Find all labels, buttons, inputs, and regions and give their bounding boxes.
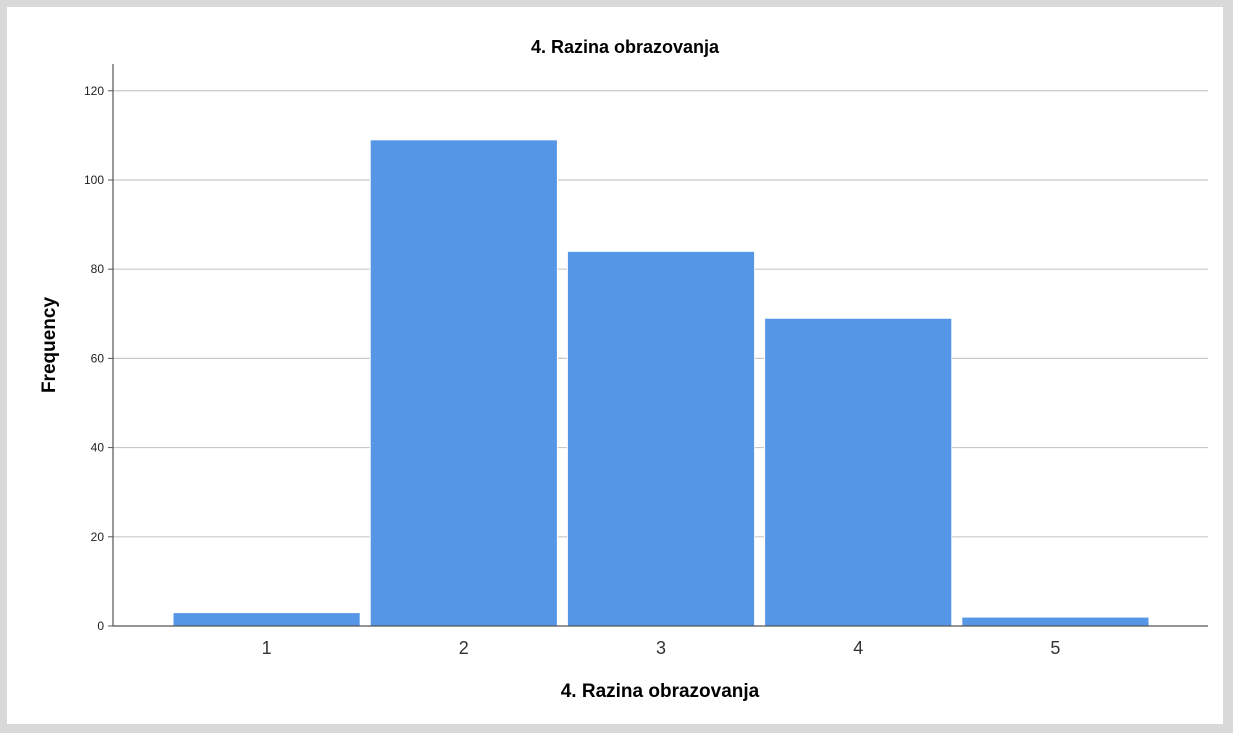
- bar-4: [764, 317, 953, 627]
- gridlines: [113, 90, 1208, 538]
- x-tick-label: 4: [853, 638, 863, 658]
- x-tick-label: 5: [1050, 638, 1060, 658]
- bar-5: [961, 616, 1150, 627]
- bar-2: [369, 139, 558, 627]
- bar-1: [172, 612, 361, 627]
- x-tick-label: 2: [459, 638, 469, 658]
- x-tick-label: 3: [656, 638, 666, 658]
- x-tick-label: 1: [262, 638, 272, 658]
- tick-labels: 0 20 40 60 80 100 120 1 2 3 4 5: [84, 84, 1060, 658]
- y-tick-label: 20: [91, 530, 105, 544]
- y-tick-label: 40: [91, 441, 105, 455]
- x-axis-label: 4. Razina obrazovanja: [561, 681, 760, 702]
- y-tick-label: 120: [84, 84, 104, 98]
- axes: [108, 64, 1208, 627]
- bar-3: [566, 250, 756, 627]
- y-tick-label: 100: [84, 173, 104, 187]
- y-axis-label: Frequency: [39, 297, 60, 394]
- bars: [172, 139, 1150, 627]
- y-tick-label: 0: [97, 619, 104, 633]
- y-tick-label: 80: [91, 262, 105, 276]
- y-tick-label: 60: [91, 351, 105, 365]
- chart-title: 4. Razina obrazovanja: [531, 37, 720, 57]
